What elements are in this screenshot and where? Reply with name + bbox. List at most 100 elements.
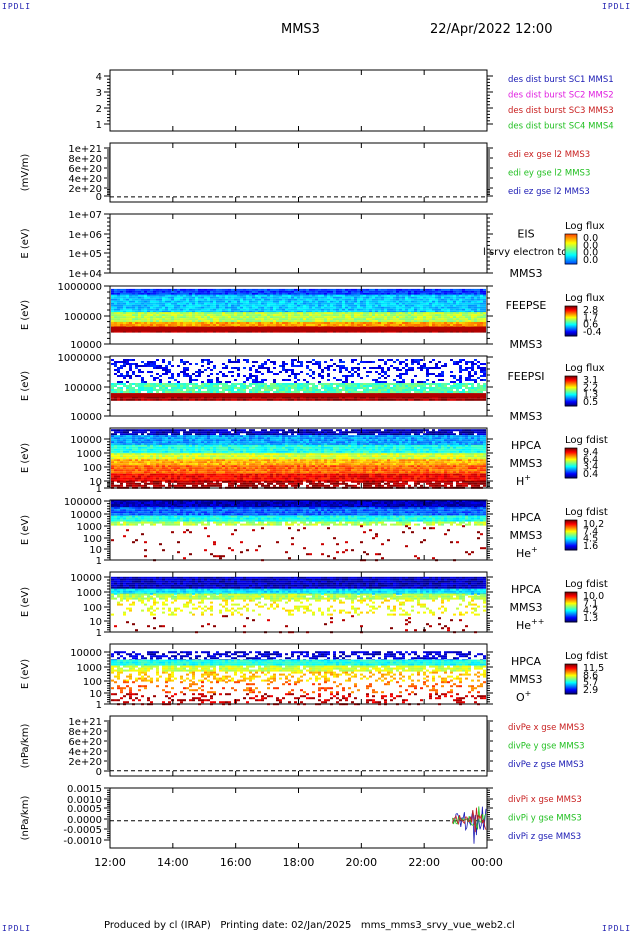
spacecraft-label: MMS3 [510, 267, 543, 280]
colorbar-tick-label: 0.4 [583, 469, 598, 480]
species-label: He++ [516, 617, 544, 632]
corner-label-top-left: IPDLI [2, 2, 32, 11]
y-tick-label: 0.0000 [67, 815, 102, 826]
y-tick-label: -0.0010 [63, 836, 102, 847]
legend-entry: divPe x gse MMS3 [508, 723, 585, 733]
panel-eis: 1e+07 1e+06 1e+05 1e+04 E (eV) EIS MMS3 l srvy … [20, 210, 605, 280]
spacecraft-label: MMS3 [510, 410, 543, 423]
corner-label-top-right: IPDLI [602, 2, 630, 11]
panel-frame [109, 142, 488, 203]
instrument-label: HPCA [511, 655, 542, 668]
colorbar [564, 447, 578, 479]
x-tick-label: 14:00 [157, 856, 189, 869]
y-tick-label: 1000 [77, 522, 102, 533]
colorbar-tick-label: 11.5 [583, 663, 604, 674]
y-tick-label: 4e+20 [68, 747, 102, 758]
spacecraft-label: MMS3 [510, 338, 543, 351]
panel-frame [109, 715, 488, 777]
legend-entry: des dist burst SC3 MMS3 [508, 106, 614, 116]
colorbar [564, 233, 578, 265]
y-tick-label: 100 [83, 677, 102, 688]
y-axis-label: E (eV) [20, 515, 31, 545]
x-tick-label: 16:00 [220, 856, 252, 869]
y-tick-label: 1e+07 [68, 210, 102, 221]
colorbar-tick-label: 1.3 [583, 390, 598, 401]
y-tick-label: 1e+21 [68, 717, 102, 728]
y-axis-label: (nPa/km) [20, 724, 31, 769]
y-axis-label: E (eV) [20, 587, 31, 617]
y-tick-label: 10000 [70, 412, 102, 423]
y-tick-label: 100000 [64, 497, 102, 508]
legend-entry: edi ez gse l2 MMS3 [508, 187, 590, 197]
colorbar-tick-label: 2.8 [583, 305, 598, 316]
instrument-label: HPCA [511, 583, 542, 596]
colorbar [564, 305, 578, 337]
colorbar-tick-label: 8.6 [583, 670, 598, 681]
y-tick-label: 100000 [64, 312, 102, 323]
y-tick-label: 0.0005 [67, 804, 102, 815]
y-axis-label: E (eV) [20, 228, 31, 258]
y-tick-label: 10000 [70, 340, 102, 351]
spacecraft-label: MMS3 [510, 457, 543, 470]
colorbar-tick-label: 2.9 [583, 685, 598, 696]
y-tick-label: 1 [96, 556, 102, 567]
colorbar [564, 375, 578, 407]
y-tick-label: 100000 [64, 383, 102, 394]
colorbar-title: Log flux [565, 293, 605, 304]
y-tick-label: 1e+04 [68, 269, 102, 280]
y-tick-label: 1000 [77, 588, 102, 599]
instrument-label: HPCA [511, 439, 542, 452]
legend-entry: edi ey gse l2 MMS3 [508, 169, 590, 179]
divpi-series-2 [452, 807, 487, 833]
y-tick-label: 2e+20 [68, 184, 102, 195]
colorbar-tick-label: 0.0 [583, 255, 598, 266]
colorbar-tick-label: 5.7 [583, 678, 598, 689]
y-tick-label: 10 [89, 477, 102, 488]
y-tick-label: 0 [96, 767, 102, 778]
spacecraft-label: MMS3 [510, 673, 543, 686]
y-tick-label: 10 [89, 689, 102, 700]
corner-label-bottom-right: IPDLI [602, 924, 630, 933]
colorbar-tick-label: 0.5 [583, 397, 598, 408]
y-tick-label: 1 [96, 484, 102, 495]
y-tick-label: 10 [89, 617, 102, 628]
y-tick-label: 2 [96, 104, 102, 115]
y-tick-label: 1e+06 [68, 230, 102, 241]
instrument-label: EIS [517, 228, 534, 241]
y-tick-label: 100 [83, 463, 102, 474]
y-tick-label: 1000 [77, 663, 102, 674]
legend-entry: edi ex gse l2 MMS3 [508, 150, 590, 160]
y-tick-label: 100 [83, 603, 102, 614]
panel-hpca_hepp: 10000 1000 100 101 E (eV) HPCA MMS3 He++ Log fdi… [20, 571, 608, 639]
y-tick-label: 8e+20 [68, 727, 102, 738]
x-tick-label: 00:00 [471, 856, 503, 869]
footer-credit: Produced by cl (IRAP) Printing date: 02/… [104, 920, 515, 931]
colorbar-title: Log fdist [565, 579, 608, 590]
instrument-label: HPCA [511, 511, 542, 524]
colorbar-title: Log flux [565, 221, 605, 232]
colorbar-tick-label: 10.2 [583, 519, 604, 530]
legend-entry: des dist burst SC4 MMS4 [508, 122, 614, 132]
y-tick-label: 1 [96, 628, 102, 639]
colorbar [564, 519, 578, 551]
y-tick-label: 6e+20 [68, 737, 102, 748]
colorbar-tick-label: 7.1 [583, 598, 598, 609]
y-tick-label: 1e+05 [68, 249, 102, 260]
spacecraft-label: MMS3 [510, 529, 543, 542]
colorbar-tick-label: 4.5 [583, 534, 598, 545]
colorbar [564, 663, 578, 695]
colorbar-tick-label: 10.0 [583, 591, 604, 602]
panel-hpca_h: 10000 1000 100 101 E (eV) HPCA MMS3 H+ Log fdist… [20, 427, 608, 495]
colorbar-tick-label: 1.3 [583, 613, 598, 624]
y-tick-label: 10000 [70, 573, 102, 584]
colorbar-tick-label: 9.4 [583, 447, 598, 458]
y-tick-label: 1000 [77, 449, 102, 460]
colorbar-title: Log fdist [565, 507, 608, 518]
spacecraft-label: MMS3 [510, 601, 543, 614]
x-tick-label: 18:00 [283, 856, 315, 869]
y-axis-label: (mV/m) [20, 154, 31, 192]
x-tick-label: 12:00 [94, 856, 126, 869]
y-tick-label: 10000 [70, 648, 102, 659]
y-tick-label: 1 [96, 700, 102, 711]
